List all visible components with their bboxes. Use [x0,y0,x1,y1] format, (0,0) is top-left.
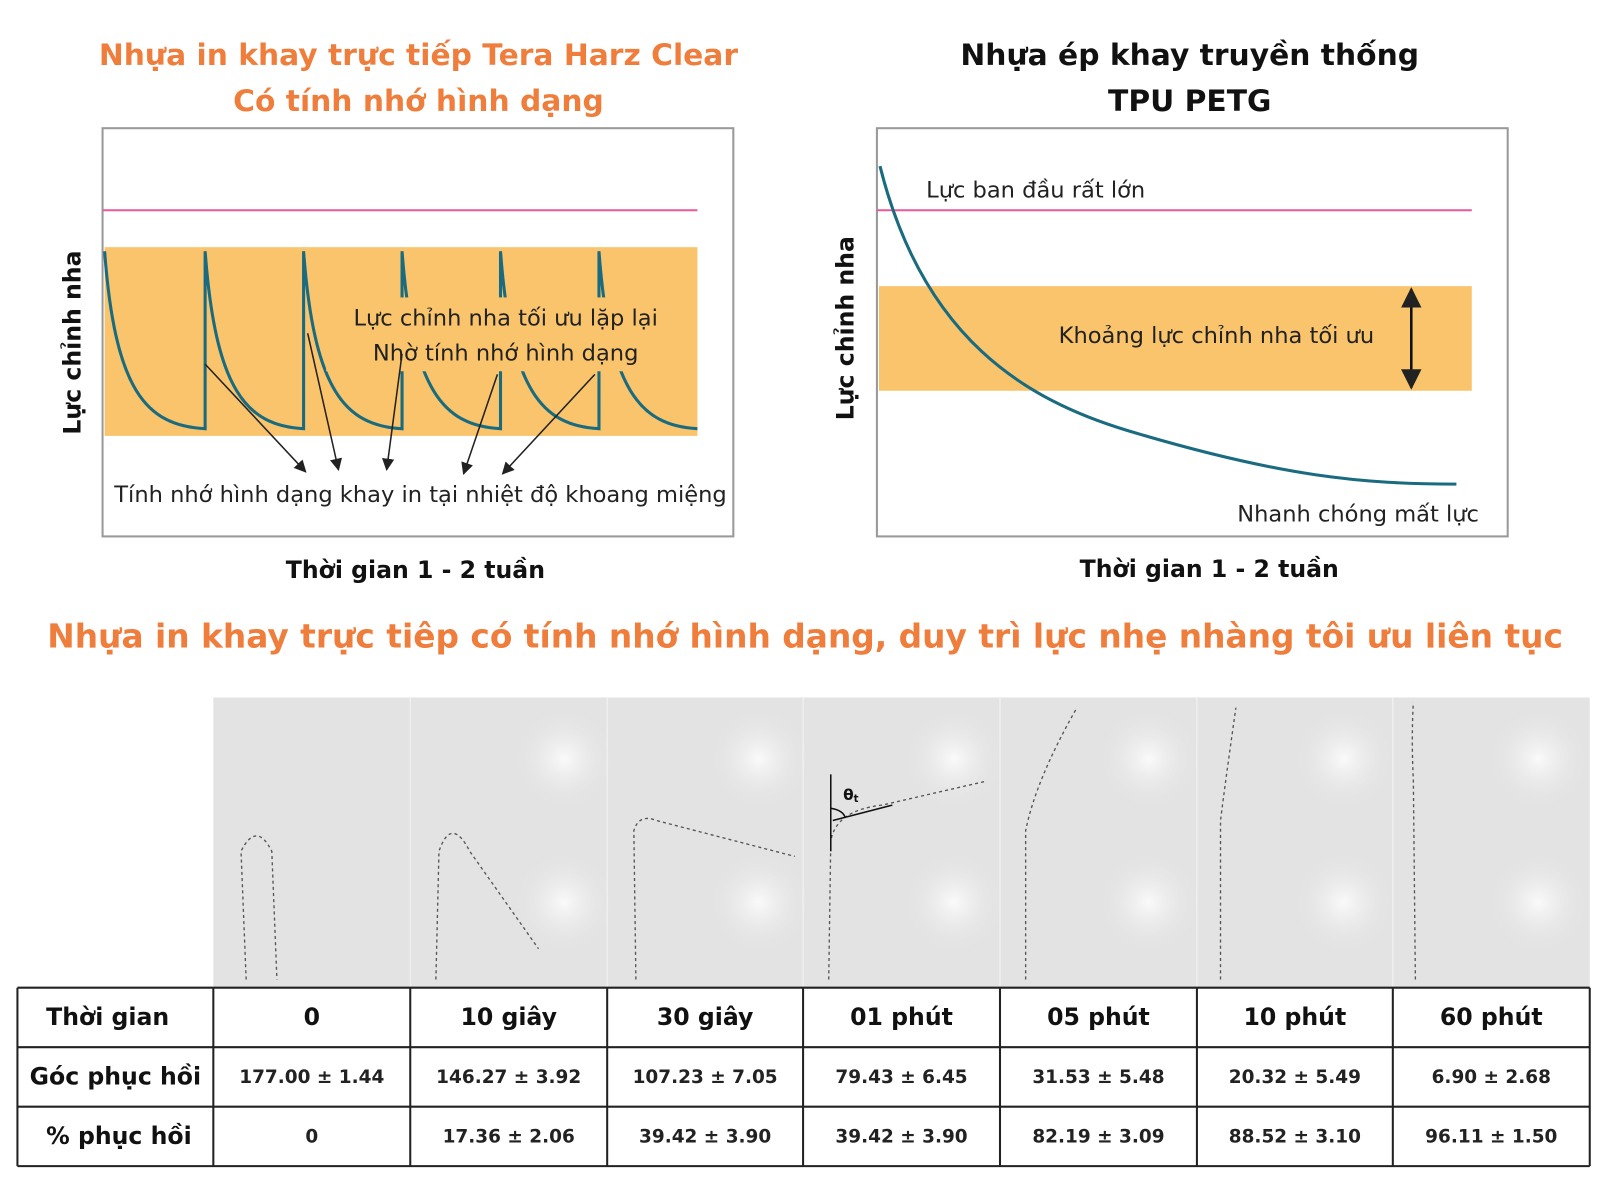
table-cell: 79.43 ± 6.45 [835,1067,967,1088]
x-label: Thời gian 1 - 2 tuần [1080,555,1339,583]
column-header: 10 giây [460,1003,557,1031]
column-header: 30 giây [657,1003,754,1031]
table-cell: 31.53 ± 5.48 [1032,1067,1164,1088]
arrows [204,333,596,476]
optimal-band [878,286,1472,391]
x-label: Thời gian 1 - 2 tuần [286,556,545,584]
row-header: % phục hồi [46,1122,192,1150]
initial-label: Lực ban đầu rất lớn [926,177,1145,203]
left-title: Nhựa in khay trực tiếp Tera Harz Clear [99,38,739,73]
table-cell: 39.42 ± 3.90 [835,1126,967,1147]
table: Thời gian 0 10 giây 30 giây 01 phút 05 phút 10… [16,986,1591,1168]
table-cell: 6.90 ± 2.68 [1432,1067,1551,1088]
headline: Nhựa in khay trực tiêp có tính nhớ hình … [47,617,1563,655]
table-cell: 0 [305,1126,318,1147]
annotation: Nhờ tính nhớ hình dạng [373,340,639,366]
left-subtitle: Có tính nhớ hình dạng [233,84,604,119]
table-cell: 177.00 ± 1.44 [239,1067,384,1088]
band-label: Khoảng lực chỉnh nha tối ưu [1059,323,1374,349]
y-label: Lực chỉnh nha [832,236,860,420]
annotation: Lực chỉnh nha tối ưu lặp lại [353,305,657,331]
table-cell: 146.27 ± 3.92 [436,1067,581,1088]
table-cell: 20.32 ± 5.49 [1229,1067,1361,1088]
column-header: 60 phút [1440,1003,1543,1031]
column-header: 05 phút [1047,1003,1150,1031]
y-label: Lực chỉnh nha [58,251,86,435]
angle-label: θt [843,785,859,805]
angle-subscript: t [854,793,859,805]
column-header: 01 phút [850,1003,953,1031]
angle-symbol: θ [843,785,854,803]
table-cell: 17.36 ± 2.06 [443,1126,575,1147]
column-header: 10 phút [1243,1003,1346,1031]
table-cell: 107.23 ± 7.05 [633,1067,778,1088]
bottom-note: Tính nhớ hình dạng khay in tại nhiệt độ … [113,482,726,508]
table-cell: 39.42 ± 3.90 [639,1126,771,1147]
column-header: 0 [304,1003,320,1031]
force-curve [878,165,1457,486]
row-header: Thời gian [46,1003,169,1031]
right-title: Nhựa ép khay truyền thống [960,38,1419,73]
annotation-bg [326,297,686,372]
table-cell: 96.11 ± 1.50 [1425,1126,1557,1147]
table-cell: 82.19 ± 3.09 [1032,1126,1164,1147]
row-header: Góc phục hồi [30,1062,201,1090]
end-label: Nhanh chóng mất lực [1237,501,1479,527]
photo-strip [213,697,1590,988]
table-cell: 88.52 ± 3.10 [1229,1126,1361,1147]
right-subtitle: TPU PETG [1108,84,1271,119]
